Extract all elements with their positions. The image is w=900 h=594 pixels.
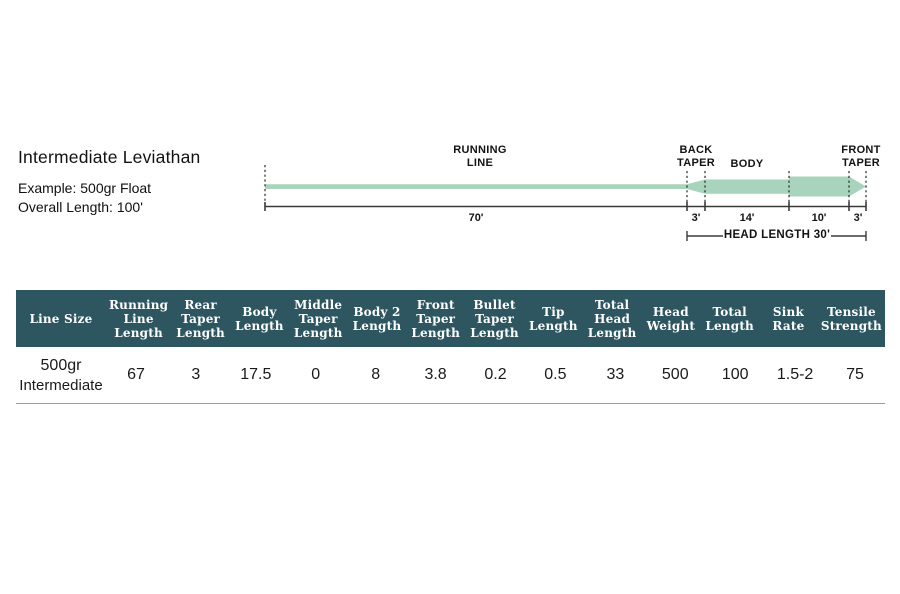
col-header-front-taper-length: Front Taper Length bbox=[411, 297, 461, 340]
body-length-label: 14' bbox=[739, 212, 755, 224]
running-line-label: RUNNING LINE bbox=[453, 144, 507, 169]
line-size-type: Intermediate bbox=[19, 376, 103, 394]
running-line-length-label: 70' bbox=[468, 212, 484, 224]
cell-front-taper-length: 3.8 bbox=[424, 366, 447, 383]
page-title: Intermediate Leviathan bbox=[18, 147, 201, 167]
col-header-running-line-length: Running Line Length bbox=[109, 297, 169, 340]
col-header-sink-rate: Sink Rate bbox=[772, 304, 805, 333]
cell-tip-length: 0.5 bbox=[544, 366, 567, 383]
front-taper-length-label: 3' bbox=[853, 212, 863, 224]
head-length-bracket bbox=[686, 231, 867, 241]
cell-body-2-length: 8 bbox=[371, 366, 381, 383]
cell-total-length: 100 bbox=[721, 366, 749, 383]
cell-running-line-length: 67 bbox=[127, 366, 145, 383]
table-row: 500gr Intermediate 67 3 17.5 0 8 3.8 0.2… bbox=[16, 347, 885, 404]
line-size-weight: 500gr bbox=[40, 356, 82, 374]
col-header-tensile-strength: Tensile Strength bbox=[820, 304, 882, 333]
product-subtitle: Example: 500gr Float Overall Length: 100… bbox=[18, 179, 200, 216]
cell-tensile-strength: 75 bbox=[846, 366, 864, 383]
cell-rear-taper-length: 3 bbox=[191, 366, 201, 383]
head-length-label: HEAD LENGTH 30' bbox=[723, 229, 831, 241]
body-label: BODY bbox=[730, 158, 764, 170]
back-taper-label: BACK TAPER bbox=[677, 144, 715, 169]
measurement-line bbox=[264, 202, 867, 211]
cell-middle-taper-length: 0 bbox=[311, 366, 321, 383]
cell-head-weight: 500 bbox=[661, 366, 689, 383]
cell-total-head-length: 33 bbox=[606, 366, 625, 383]
overall-length-line: Overall Length: 100' bbox=[18, 198, 143, 215]
spec-table-header: Line Size Running Line Length Rear Taper… bbox=[16, 290, 885, 347]
body2-length-label: 10' bbox=[811, 212, 827, 224]
cell-line-size: 500gr Intermediate bbox=[16, 355, 106, 396]
col-header-total-head-length: Total Head Length bbox=[587, 297, 637, 340]
product-info: Intermediate Leviathan Example: 500gr Fl… bbox=[18, 147, 200, 216]
col-header-middle-taper-length: Middle Taper Length bbox=[293, 297, 343, 340]
col-header-bullet-taper-length: Bullet Taper Length bbox=[470, 297, 519, 340]
col-header-body-2-length: Body 2 Length bbox=[352, 304, 402, 333]
segment-divider-dotted-lines bbox=[264, 165, 867, 206]
col-header-head-weight: Head Weight bbox=[646, 304, 696, 333]
cell-bullet-taper-length: 0.2 bbox=[484, 366, 507, 383]
col-header-body-length: Body Length bbox=[235, 304, 284, 333]
col-header-line-size: Line Size bbox=[29, 311, 93, 326]
back-taper-length-label: 3' bbox=[691, 212, 701, 224]
cell-body-length: 17.5 bbox=[240, 366, 272, 383]
taper-diagram bbox=[264, 165, 867, 241]
col-header-total-length: Total Length bbox=[705, 304, 754, 333]
cell-sink-rate: 1.5-2 bbox=[776, 366, 814, 383]
fly-line-shape bbox=[265, 176, 866, 197]
col-header-tip-length: Tip Length bbox=[528, 304, 578, 333]
spec-table: Line Size Running Line Length Rear Taper… bbox=[16, 290, 885, 404]
front-taper-label: FRONT TAPER bbox=[841, 144, 881, 169]
example-line: Example: 500gr Float bbox=[18, 180, 152, 196]
col-header-rear-taper-length: Rear Taper Length bbox=[176, 297, 225, 340]
